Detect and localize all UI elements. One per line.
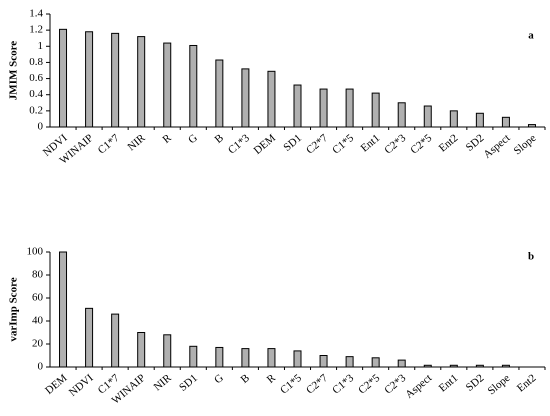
bar <box>85 31 94 128</box>
x-tick-label: C2*7 <box>304 132 330 157</box>
x-tick-label: DEM <box>252 132 279 157</box>
y-tick-label: 80 <box>32 269 44 281</box>
bar <box>293 84 302 128</box>
bar <box>423 364 432 368</box>
bar <box>189 345 198 368</box>
x-tick-label: Ent1 <box>359 132 383 155</box>
x-tick-label: SD2 <box>464 372 487 394</box>
bar <box>59 28 68 128</box>
bar <box>371 92 380 128</box>
bar <box>501 116 510 128</box>
x-tick-label: C1*7 <box>96 132 122 157</box>
y-axis-title: varImp Score <box>8 277 20 341</box>
x-tick-label: B <box>213 132 226 146</box>
x-tick-label: C1*3 <box>330 372 356 397</box>
x-tick-label: Aspect <box>403 372 434 401</box>
x-tick-label: C2*5 <box>356 372 382 397</box>
x-tick-label: Slope <box>512 132 539 157</box>
x-tick-label: Ent2 <box>515 372 539 395</box>
bar <box>449 110 458 128</box>
x-tick-label: Ent1 <box>437 372 461 395</box>
y-tick-label: 0.8 <box>29 56 43 68</box>
x-tick-label: G <box>186 132 200 146</box>
y-tick-label: 0.6 <box>29 72 43 84</box>
x-tick-label: Slope <box>486 372 513 397</box>
bar <box>345 356 354 368</box>
bar <box>397 102 406 128</box>
bar <box>423 105 432 128</box>
bar <box>449 364 458 368</box>
y-tick-label: 60 <box>32 292 44 304</box>
x-tick-label: B <box>239 372 252 386</box>
bar <box>293 350 302 368</box>
bar <box>267 348 276 368</box>
bar <box>163 334 172 368</box>
bar <box>267 70 276 128</box>
bar <box>527 124 536 128</box>
bar <box>241 68 250 128</box>
y-axis-title: JMIM Score <box>8 41 20 100</box>
y-tick-label: 0 <box>38 361 44 373</box>
x-tick-label: C2*3 <box>382 132 408 157</box>
x-tick-label: C1*5 <box>278 372 304 397</box>
x-tick-label: C2*5 <box>408 132 434 157</box>
bar <box>397 359 406 368</box>
bar <box>319 355 328 368</box>
x-tick-label: Ent2 <box>437 132 461 155</box>
x-tick-label: Aspect <box>481 132 512 161</box>
bar <box>137 332 146 368</box>
y-tick-label: 20 <box>32 338 44 350</box>
x-tick-label: R <box>160 132 174 146</box>
x-tick-label: SD1 <box>177 372 200 394</box>
bar <box>501 364 510 368</box>
bar <box>137 36 146 128</box>
bar <box>189 44 198 128</box>
y-tick-label: 100 <box>27 246 44 258</box>
y-tick-label: 40 <box>32 315 44 327</box>
x-tick-label: DEM <box>43 372 70 397</box>
y-tick-label: 0 <box>38 121 44 133</box>
bar <box>319 88 328 128</box>
x-tick-label: NIR <box>152 372 175 394</box>
y-tick-label: 1 <box>38 40 44 52</box>
x-tick-label: NDVI <box>67 372 96 399</box>
y-tick-label: 1.2 <box>29 24 43 36</box>
x-tick-label: NIR <box>126 132 149 154</box>
y-tick-label: 1.4 <box>29 8 43 20</box>
bar <box>215 59 224 128</box>
bar <box>241 348 250 368</box>
bar <box>111 313 120 368</box>
x-tick-label: C1*5 <box>330 132 356 157</box>
y-tick-label: 0.2 <box>29 104 43 116</box>
bar <box>215 346 224 368</box>
bar <box>475 112 484 128</box>
x-tick-label: C2*7 <box>304 372 330 397</box>
x-tick-label: R <box>265 372 279 386</box>
bar <box>371 357 380 368</box>
bar <box>111 32 120 128</box>
bar <box>163 42 172 128</box>
bar <box>59 251 68 368</box>
panel-label: b <box>528 251 534 263</box>
x-tick-label: G <box>212 372 226 386</box>
x-tick-label: SD1 <box>281 132 304 154</box>
bar <box>85 307 94 368</box>
x-tick-label: C1*3 <box>226 132 252 157</box>
panel-label: a <box>528 30 534 42</box>
y-tick-label: 0.4 <box>29 88 43 100</box>
bar <box>475 364 484 368</box>
bar <box>345 88 354 128</box>
